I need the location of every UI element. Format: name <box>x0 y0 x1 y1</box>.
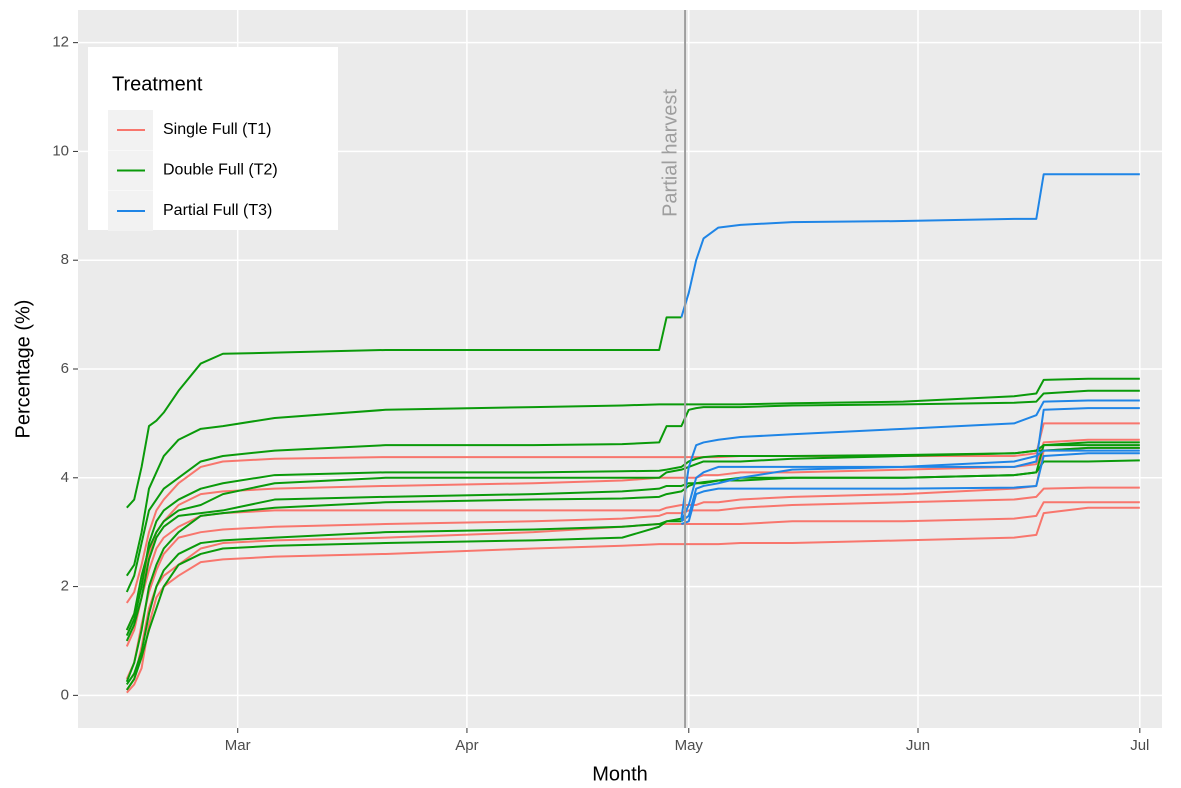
series-line <box>125 520 682 691</box>
x-axis-label: Month <box>592 763 648 785</box>
series-line <box>125 517 682 686</box>
y-tick-label: 8 <box>61 251 69 268</box>
x-tick-label: Jun <box>906 737 930 754</box>
x-tick-label: May <box>675 737 704 754</box>
series-line <box>680 449 1140 523</box>
series-line <box>125 446 1140 631</box>
y-tick-label: 10 <box>52 142 69 159</box>
x-tick-label: Mar <box>225 737 251 754</box>
series-line <box>680 407 1140 522</box>
y-tick-label: 12 <box>52 34 69 51</box>
legend-title: Treatment <box>112 73 203 95</box>
series-line <box>125 389 1140 593</box>
series-line <box>126 316 682 509</box>
series-line <box>125 422 1140 604</box>
legend: Treatment Single Full (T1) Double Full (T… <box>88 47 338 231</box>
y-tick-label: 0 <box>61 686 69 703</box>
x-tick-label: Jul <box>1130 737 1149 754</box>
lines: Partial harvest <box>125 10 1140 728</box>
legend-label: Single Full (T1) <box>163 121 271 138</box>
x-tick-label: Apr <box>455 737 478 754</box>
series-line <box>681 452 1140 525</box>
series-line <box>125 446 1140 647</box>
series-line <box>125 377 1140 577</box>
annotation-label: Partial harvest <box>659 89 681 217</box>
legend-label: Double Full (T2) <box>163 162 278 179</box>
series-line <box>680 173 1140 318</box>
y-axis-label: Percentage (%) <box>12 300 34 439</box>
series-line <box>126 506 1140 694</box>
y-tick-label: 2 <box>61 578 69 595</box>
series-line <box>125 441 1140 683</box>
y-tick-label: 6 <box>61 360 69 377</box>
legend-label: Partial Full (T3) <box>163 202 272 219</box>
series-line <box>680 399 1140 519</box>
axes: 0 2 4 6 8 10 12 Mar Apr May Jun Jul <box>52 34 1149 754</box>
series-line <box>125 486 1140 680</box>
y-tick-label: 4 <box>61 469 69 486</box>
